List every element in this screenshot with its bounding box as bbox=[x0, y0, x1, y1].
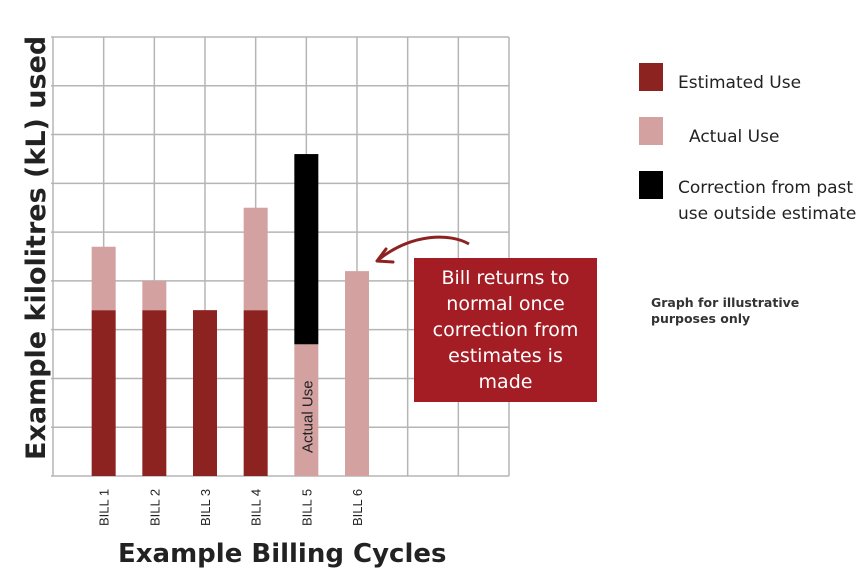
x-tick-label: BILL 5 bbox=[299, 489, 314, 526]
chart-bars bbox=[91, 154, 369, 476]
bar-bill-4-actual bbox=[243, 207, 268, 311]
callout-arrow bbox=[377, 235, 470, 262]
x-tick-labels: BILL 1 BILL 2 BILL 3 BILL 4 BILL 5 BILL 6 bbox=[97, 489, 365, 526]
bar-bill-1-actual bbox=[91, 246, 116, 311]
bar-bill-5-actual bbox=[294, 344, 319, 476]
legend-swatch-estimated bbox=[639, 63, 663, 91]
bar-bill-1-estimated bbox=[91, 310, 116, 476]
chart-grid bbox=[51, 36, 510, 477]
bar-bill-5-correction bbox=[294, 154, 319, 345]
illustrative-note: Graph for illustrative purposes only bbox=[651, 295, 800, 326]
legend-label-estimated: Estimated Use bbox=[678, 73, 802, 93]
x-tick-label: BILL 1 bbox=[97, 489, 112, 526]
legend-swatch-actual bbox=[639, 117, 663, 145]
bar-bill-2-actual bbox=[142, 280, 167, 311]
legend-label-actual: Actual Use bbox=[689, 127, 780, 147]
bar-annotation-actual-use: Actual Use bbox=[299, 380, 316, 453]
bar-bill-2-estimated bbox=[142, 310, 167, 476]
x-tick-label: BILL 2 bbox=[147, 489, 162, 526]
callout-text: Bill returns to normal once correction f… bbox=[432, 267, 579, 393]
x-axis-label: Example Billing Cycles bbox=[118, 539, 446, 569]
legend-label-correction: Correction from past use outside estimat… bbox=[678, 178, 857, 224]
bar-bill-4-estimated bbox=[243, 310, 268, 476]
y-axis-label: Example kilolitres (kL) used bbox=[21, 36, 52, 460]
bar-bill-3-estimated bbox=[193, 310, 217, 476]
callout-box: Bill returns to normal once correction f… bbox=[414, 258, 597, 402]
x-tick-label: BILL 4 bbox=[249, 489, 264, 526]
legend-swatch-correction bbox=[639, 171, 663, 199]
x-tick-label: BILL 6 bbox=[350, 489, 365, 526]
bar-bill-6-actual bbox=[345, 271, 369, 476]
x-tick-label: BILL 3 bbox=[198, 489, 213, 526]
callout-arrowhead bbox=[375, 247, 395, 264]
